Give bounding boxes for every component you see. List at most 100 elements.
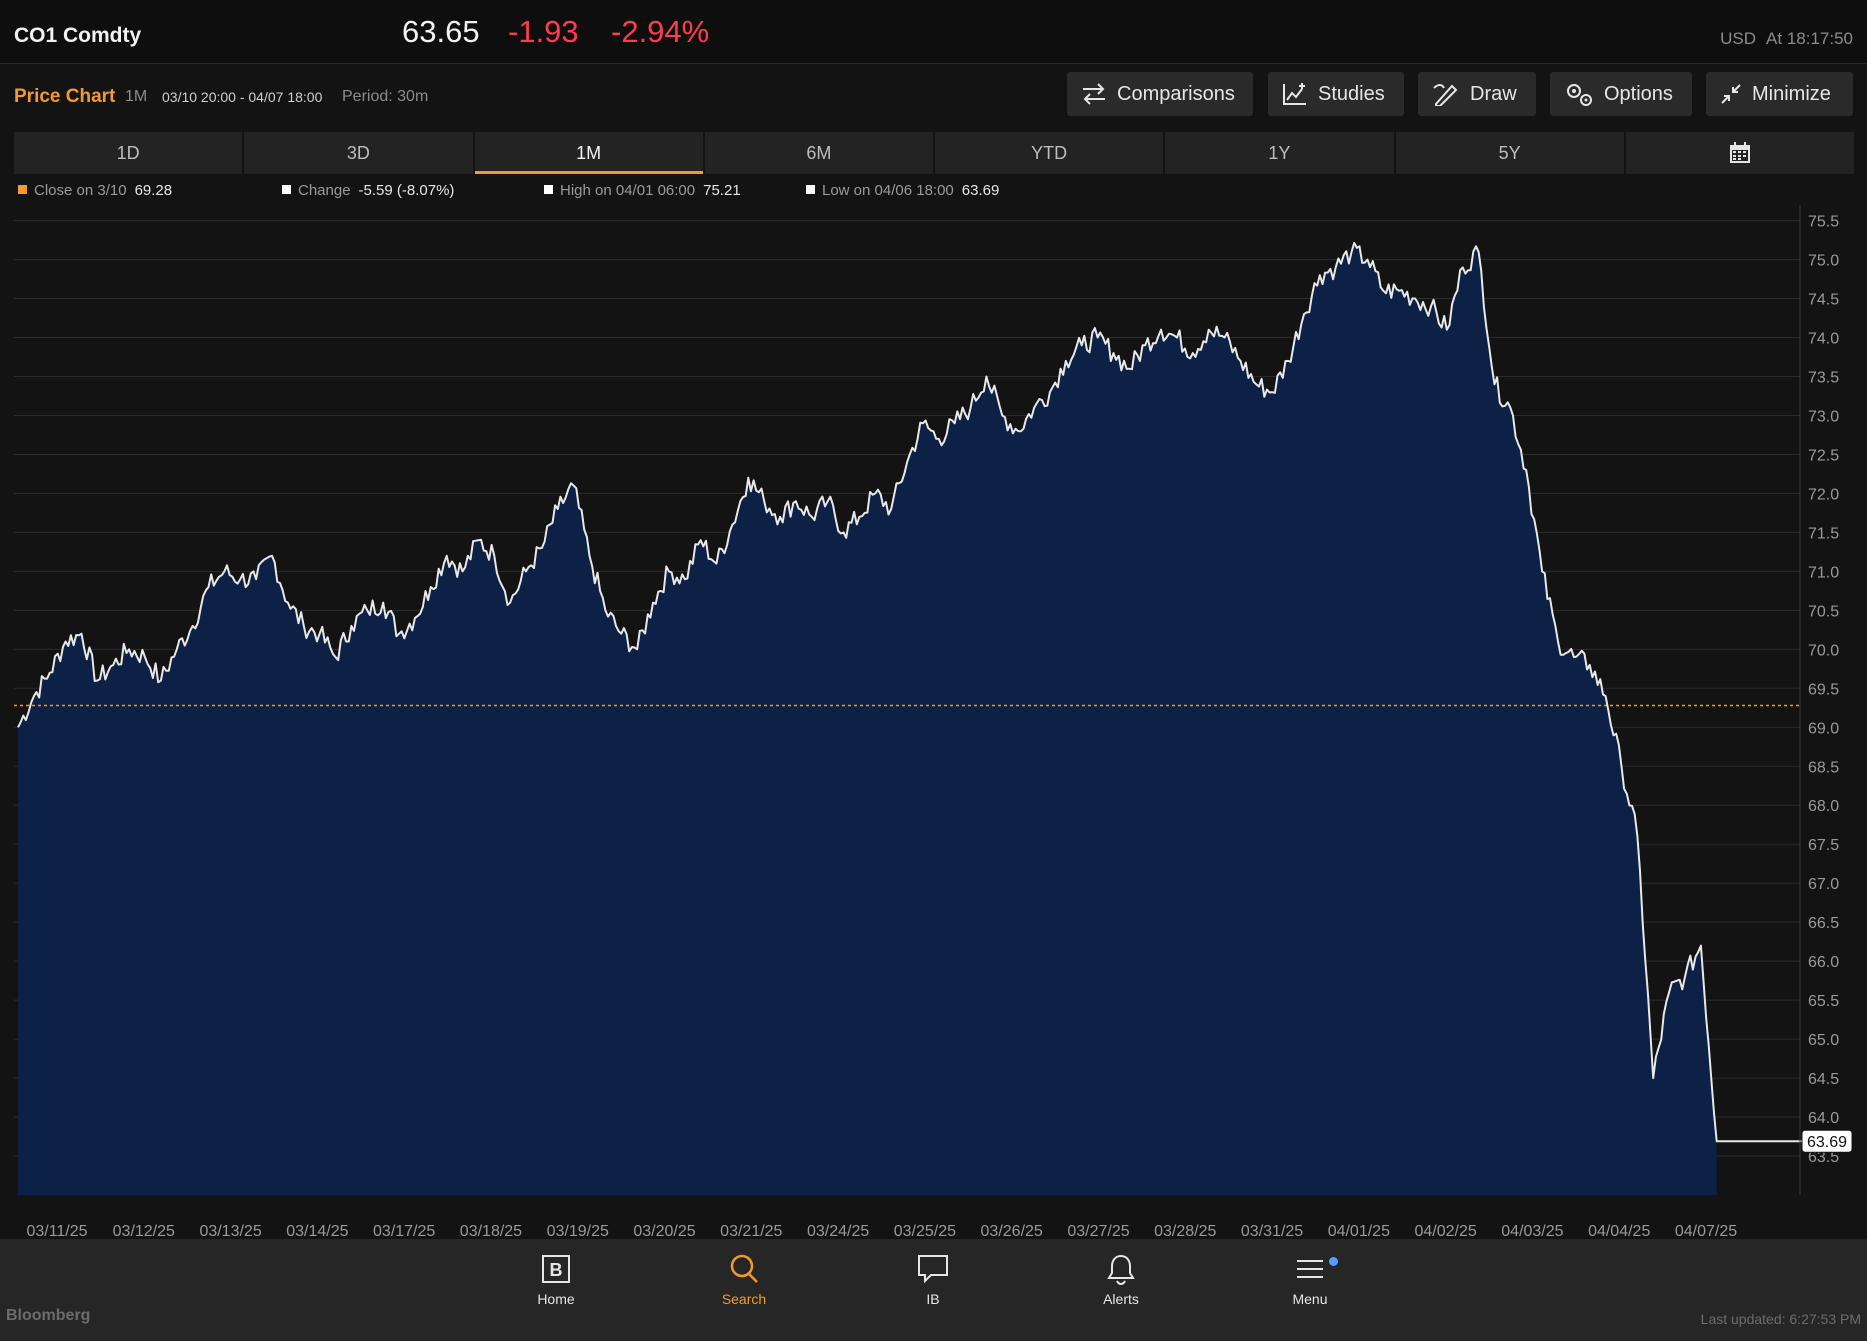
- legend-change-value: -5.59 (-8.07%): [358, 182, 455, 199]
- legend-close: Close on 3/10 69.28: [18, 182, 172, 199]
- nav-home[interactable]: B Home: [516, 1251, 596, 1307]
- x-tick-label: 03/11/25: [26, 1223, 87, 1239]
- y-tick-label: 75.0: [1808, 253, 1839, 270]
- y-tick-label: 68.0: [1808, 798, 1839, 815]
- y-tick-label: 74.5: [1808, 292, 1839, 309]
- line-chart-plus-icon: [1283, 83, 1306, 105]
- y-tick-label: 66.5: [1808, 915, 1839, 932]
- tab-1y[interactable]: 1Y: [1165, 132, 1394, 174]
- y-tick-label: 72.5: [1808, 447, 1839, 464]
- y-tick-label: 69.5: [1808, 681, 1839, 698]
- nav-menu[interactable]: Menu: [1270, 1251, 1350, 1307]
- last-price-tag-bg: [1801, 1129, 1853, 1153]
- bloomberg-b-icon: B: [542, 1255, 570, 1283]
- price-chart[interactable]: 75.5 75.0 74.5 74.0 73.5 73.0 72.5 72.0 71.5 71.0…: [0, 205, 1867, 1239]
- last-price-tag: 63.69: [1801, 1129, 1853, 1153]
- x-tick-label: 03/25/25: [894, 1223, 956, 1239]
- x-tick-label: 03/26/25: [981, 1223, 1043, 1239]
- chart-toolbar-row: Price Chart 1M 03/10 20:00 - 04/07 18:00…: [0, 64, 1867, 128]
- nav-alerts-label: Alerts: [1103, 1291, 1139, 1307]
- chart-period: Period: 30m: [342, 88, 429, 105]
- draw-button[interactable]: Draw: [1418, 72, 1536, 116]
- options-button[interactable]: Options: [1550, 72, 1692, 116]
- nav-search-label: Search: [721, 1291, 767, 1307]
- tab-6m[interactable]: 6M: [704, 132, 933, 174]
- comparisons-label: Comparisons: [1117, 82, 1235, 105]
- comparisons-button[interactable]: Comparisons: [1067, 72, 1253, 116]
- legend-close-label: Close on 3/10: [34, 182, 127, 199]
- y-tick-label: 65.5: [1808, 993, 1839, 1010]
- legend-high-value: 75.21: [703, 182, 741, 199]
- y-tick-label: 71.5: [1808, 525, 1839, 542]
- currency: USD: [1720, 29, 1757, 48]
- x-tick-label: 03/13/25: [199, 1223, 261, 1239]
- nav-alerts[interactable]: Alerts: [1081, 1251, 1161, 1307]
- y-axis-ticks: 75.5 75.0 74.5 74.0 73.5 73.0 72.5 72.0 71.5 71.0…: [1808, 214, 1839, 1166]
- nav-ib[interactable]: IB: [893, 1251, 973, 1307]
- y-tick-label: 73.5: [1808, 369, 1839, 386]
- tab-ytd[interactable]: YTD: [935, 132, 1164, 174]
- y-tick-label: 63.5: [1808, 1149, 1839, 1166]
- y-tick-label: 75.5: [1808, 214, 1839, 231]
- y-tick-label: 71.0: [1808, 564, 1839, 581]
- x-tick-label: 04/03/25: [1501, 1223, 1563, 1239]
- nav-home-label: Home: [537, 1291, 575, 1307]
- y-tick-label: 72.0: [1808, 486, 1839, 503]
- tab-5y[interactable]: 5Y: [1395, 132, 1624, 174]
- last-price-tag-label: 63.69: [1807, 1134, 1847, 1151]
- y-tick-label: 66.0: [1808, 954, 1839, 971]
- y-tick-label: 70.0: [1808, 642, 1839, 659]
- draw-label: Draw: [1470, 82, 1517, 105]
- x-tick-label: 03/20/25: [633, 1223, 695, 1239]
- quote-meta: USD At 18:17:50: [1710, 29, 1853, 49]
- chart-title: Price Chart: [14, 86, 116, 107]
- tab-3d[interactable]: 3D: [244, 132, 473, 174]
- x-tick-label: 03/31/25: [1241, 1223, 1303, 1239]
- x-tick-label: 03/27/25: [1067, 1223, 1129, 1239]
- quote-header: CO1 Comdty 63.65 -1.93 -2.94% USD At 18:1…: [0, 0, 1867, 64]
- chat-bubble-icon: [918, 1255, 948, 1284]
- price-line: [17, 241, 1812, 1143]
- x-tick-label: 03/12/25: [113, 1223, 175, 1239]
- bottom-navigation: B Home Search IB Alerts Menu Bloomberg L…: [0, 1239, 1867, 1341]
- y-tick-label: 67.0: [1808, 876, 1839, 893]
- tab-calendar[interactable]: [1625, 132, 1854, 174]
- options-label: Options: [1604, 82, 1673, 105]
- y-tick-label: 68.5: [1808, 759, 1839, 776]
- chart-range: 1M: [125, 88, 148, 105]
- hamburger-menu-icon: [1297, 1260, 1323, 1278]
- gears-icon: [1567, 84, 1592, 106]
- legend-change-label: Change: [298, 182, 351, 199]
- legend-swatch-high: [544, 185, 553, 194]
- y-tick-label: 69.0: [1808, 720, 1839, 737]
- legend-close-value: 69.28: [134, 182, 173, 199]
- quote-time: At 18:17:50: [1766, 29, 1853, 48]
- svg-text:B: B: [550, 1260, 563, 1280]
- net-change: -1.93: [508, 14, 579, 49]
- y-tick-label: 65.0: [1808, 1032, 1839, 1049]
- last-updated: Last updated: 6:27:53 PM: [1700, 1311, 1861, 1327]
- swap-arrows-icon: [1083, 83, 1105, 105]
- legend-change: Change -5.59 (-8.07%): [282, 182, 454, 199]
- tab-1d[interactable]: 1D: [14, 132, 243, 174]
- legend-swatch-close: [18, 185, 27, 194]
- legend-low: Low on 04/06 18:00 63.69: [806, 182, 999, 199]
- collapse-arrows-icon: [1721, 84, 1741, 104]
- studies-button[interactable]: Studies: [1268, 72, 1404, 116]
- x-tick-label: 04/07/25: [1675, 1223, 1737, 1239]
- nav-search[interactable]: Search: [704, 1251, 784, 1307]
- legend-high: High on 04/01 06:00 75.21: [544, 182, 741, 199]
- x-tick-label: 03/14/25: [286, 1223, 348, 1239]
- legend-high-label: High on 04/01 06:00: [560, 182, 696, 199]
- x-tick-label: 03/19/25: [547, 1223, 609, 1239]
- y-tick-label: 70.5: [1808, 603, 1839, 620]
- calendar-icon: [1729, 142, 1750, 163]
- y-tick-label: 67.5: [1808, 837, 1839, 854]
- minimize-button[interactable]: Minimize: [1706, 72, 1853, 116]
- y-tick-label: 64.5: [1808, 1071, 1839, 1088]
- minimize-label: Minimize: [1752, 82, 1831, 105]
- bell-icon: [1107, 1254, 1135, 1285]
- tab-1m[interactable]: 1M: [474, 132, 704, 174]
- x-axis-ticks: 03/11/25 03/12/25 03/13/25 03/14/25 03/17/25…: [26, 1223, 1737, 1239]
- search-icon: [730, 1254, 758, 1283]
